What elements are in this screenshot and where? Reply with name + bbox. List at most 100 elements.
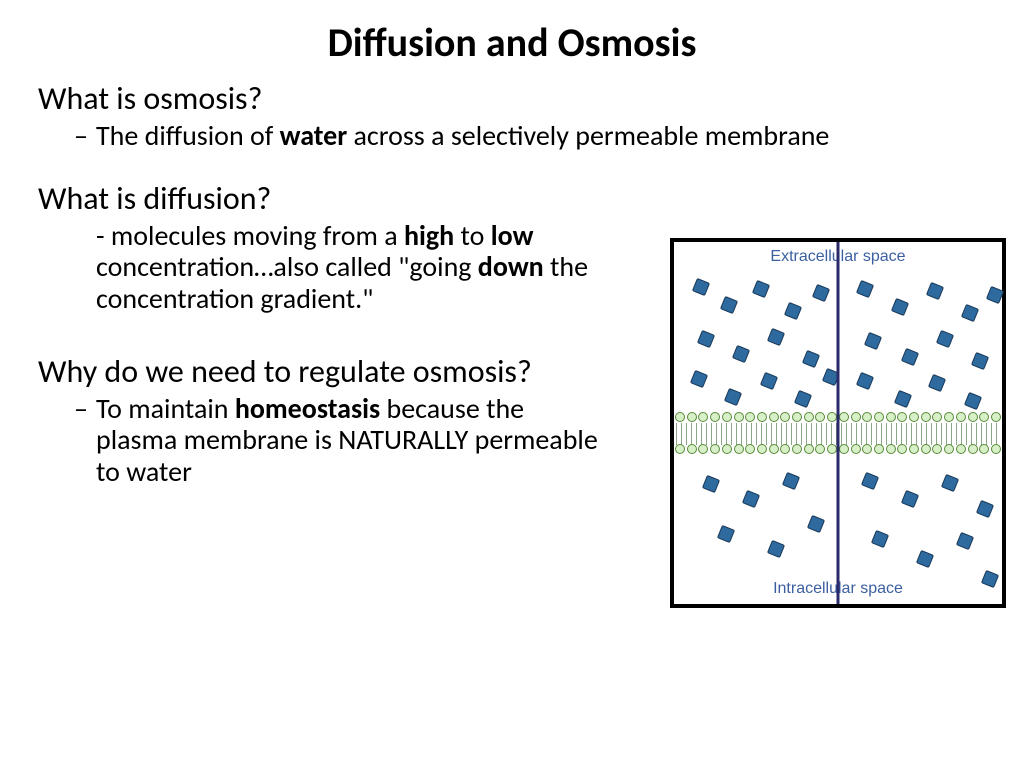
- lipid-head: [757, 412, 767, 422]
- lipid-head: [909, 412, 919, 422]
- answer-osmosis: The diffusion of water across a selectiv…: [38, 120, 986, 151]
- molecule-icon: [956, 532, 974, 550]
- molecule-icon: [724, 388, 742, 406]
- lipid-head: [909, 444, 919, 454]
- lipid-head: [956, 444, 966, 454]
- lipid-head: [839, 412, 849, 422]
- lipid-head: [991, 412, 1001, 422]
- molecule-icon: [871, 530, 889, 548]
- molecule-icon: [856, 372, 874, 390]
- lipid-head: [757, 444, 767, 454]
- lipid-head: [944, 412, 954, 422]
- lipid-head: [792, 412, 802, 422]
- molecule-icon: [782, 472, 800, 490]
- lipid-head: [804, 444, 814, 454]
- molecule-icon: [692, 278, 710, 296]
- lipid-head: [979, 412, 989, 422]
- lipid-head: [839, 444, 849, 454]
- lipid-head: [769, 412, 779, 422]
- lipid-head: [886, 412, 896, 422]
- molecule-icon: [986, 286, 1004, 304]
- molecule-icon: [802, 350, 820, 368]
- lipid-head: [815, 412, 825, 422]
- lipid-head: [956, 412, 966, 422]
- lipid-head: [722, 444, 732, 454]
- molecule-icon: [690, 370, 708, 388]
- molecule-icon: [732, 345, 750, 363]
- diagram-divider: [837, 242, 840, 604]
- answer-regulate: To maintain homeostasis because the plas…: [38, 393, 598, 487]
- molecule-icon: [936, 330, 954, 348]
- lipid-head: [698, 444, 708, 454]
- molecule-icon: [702, 475, 720, 493]
- molecule-icon: [784, 302, 802, 320]
- lipid-head: [851, 444, 861, 454]
- molecule-icon: [894, 390, 912, 408]
- lipid-head: [745, 444, 755, 454]
- molecule-icon: [891, 298, 909, 316]
- lipid-head: [675, 412, 685, 422]
- molecule-icon: [961, 304, 979, 322]
- lipid-head: [979, 444, 989, 454]
- lipid-head: [734, 412, 744, 422]
- membrane-diagram: Extracellular space Intracellular space: [670, 238, 1006, 608]
- molecule-icon: [971, 352, 989, 370]
- molecule-icon: [794, 390, 812, 408]
- question-diffusion: What is diffusion?: [38, 181, 986, 218]
- molecule-icon: [916, 550, 934, 568]
- molecule-icon: [767, 328, 785, 346]
- molecule-icon: [812, 284, 830, 302]
- molecule-icon: [861, 472, 879, 490]
- molecule-icon: [720, 296, 738, 314]
- lipid-head: [897, 444, 907, 454]
- lipid-head: [675, 444, 685, 454]
- question-osmosis: What is osmosis?: [38, 81, 986, 118]
- molecule-icon: [752, 280, 770, 298]
- lipid-head: [687, 444, 697, 454]
- lipid-head: [780, 444, 790, 454]
- molecule-icon: [697, 330, 715, 348]
- lipid-head: [862, 444, 872, 454]
- lipid-head: [944, 444, 954, 454]
- section-osmosis: What is osmosis? The diffusion of water …: [38, 81, 986, 151]
- lipid-head: [991, 444, 1001, 454]
- molecule-icon: [767, 540, 785, 558]
- lipid-head: [921, 444, 931, 454]
- lipid-head: [862, 412, 872, 422]
- lipid-head: [687, 412, 697, 422]
- lipid-head: [722, 412, 732, 422]
- molecule-icon: [742, 490, 760, 508]
- molecule-icon: [928, 374, 946, 392]
- molecule-icon: [717, 525, 735, 543]
- molecule-icon: [901, 348, 919, 366]
- lipid-head: [851, 412, 861, 422]
- slide-title: Diffusion and Osmosis: [0, 0, 1024, 75]
- molecule-icon: [760, 372, 778, 390]
- lipid-head: [921, 412, 931, 422]
- lipid-head: [932, 444, 942, 454]
- lipid-head: [874, 444, 884, 454]
- molecule-icon: [964, 392, 982, 410]
- molecule-icon: [856, 280, 874, 298]
- molecule-icon: [864, 332, 882, 350]
- lipid-head: [932, 412, 942, 422]
- molecule-icon: [976, 500, 994, 518]
- lipid-head: [710, 444, 720, 454]
- lipid-head: [734, 444, 744, 454]
- lipid-head: [769, 444, 779, 454]
- lipid-head: [792, 444, 802, 454]
- lipid-head: [804, 412, 814, 422]
- lipid-head: [886, 444, 896, 454]
- lipid-head: [968, 412, 978, 422]
- lipid-head: [897, 412, 907, 422]
- molecule-icon: [807, 515, 825, 533]
- lipid-head: [745, 412, 755, 422]
- lipid-head: [780, 412, 790, 422]
- molecule-icon: [941, 474, 959, 492]
- molecule-icon: [901, 490, 919, 508]
- lipid-head: [815, 444, 825, 454]
- lipid-head: [874, 412, 884, 422]
- answer-diffusion: - molecules moving from a high to low co…: [38, 220, 668, 314]
- lipid-head: [968, 444, 978, 454]
- molecule-icon: [926, 282, 944, 300]
